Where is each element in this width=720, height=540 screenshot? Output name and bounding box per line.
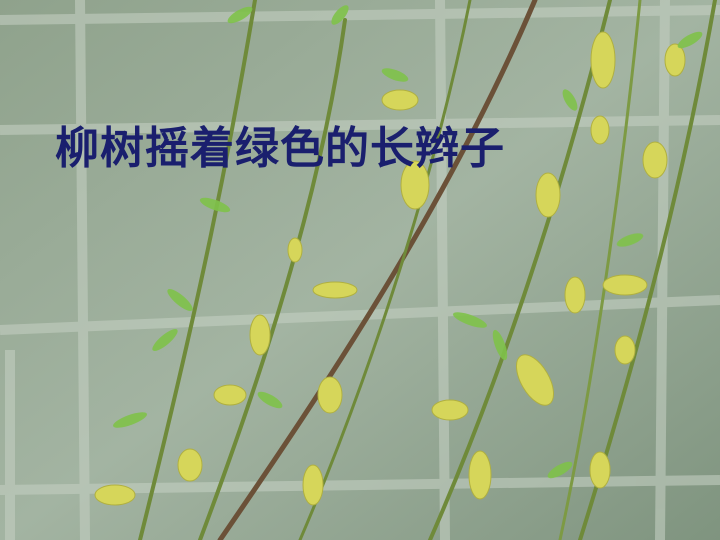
slide-title: 柳树摇着绿色的长辫子 bbox=[55, 123, 505, 174]
